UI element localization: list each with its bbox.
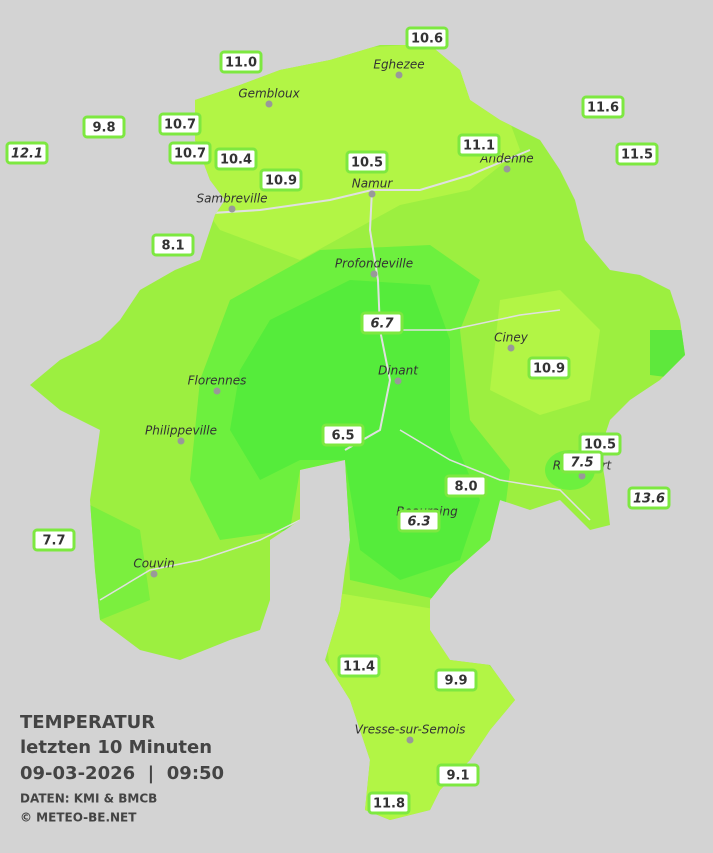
city-dot [177,437,185,445]
city-label: Sambreville [196,192,267,206]
station-value: 11.6 [587,101,619,116]
station-value: 6.3 [407,515,430,530]
city-dot [228,205,236,213]
city-label: Ciney [494,331,529,345]
station-box [151,233,195,257]
station-box [214,147,258,171]
city-label: Vresse-sur-Semois [355,723,466,737]
city-dot [265,100,273,108]
city-label: Eghezee [373,58,424,72]
station-value: 11.8 [373,797,405,812]
city-dot [368,190,376,198]
station-value: 10.9 [265,174,297,189]
source: DATEN: KMI & BMCB [20,792,157,806]
city-dot [507,344,515,352]
city-label: Florennes [188,374,247,388]
station-value: 10.4 [220,153,252,168]
station-value: 6.7 [370,317,394,332]
city-label: Profondeville [335,257,413,271]
title: TEMPERATUR [20,712,155,733]
station-value: 10.5 [584,438,616,453]
station-value: 10.5 [351,156,383,171]
station-value: 8.0 [454,480,477,495]
station-layer: 10.6 11.0 9.8 10.7 10.7 10.4 10.9 10.5 11.1 11.6 1… [5,26,671,815]
station-value: 6.5 [331,429,354,444]
city-dot [578,472,586,480]
station-box [560,450,604,474]
city-dot [394,377,402,385]
station-value: 9.9 [444,674,467,689]
station-box [5,141,49,165]
city-label: Dinant [378,364,419,378]
station-box [581,95,625,119]
station-box [367,791,411,815]
station-value: 10.7 [174,147,206,162]
city-dot [503,165,511,173]
city-label: Gembloux [238,87,300,101]
city-dot [395,71,403,79]
station-box [444,474,488,498]
station-value: 11.5 [621,148,653,163]
station-box [168,141,212,165]
station-box [397,509,441,533]
station-value: 10.7 [164,118,196,133]
station-box [434,668,478,692]
station-box [405,26,449,50]
station-box [259,168,303,192]
city-label: Philippeville [145,424,217,438]
station-box [436,763,480,787]
city-label: Couvin [133,557,174,571]
station-value: 8.1 [161,239,184,254]
city-dot [406,736,414,744]
city-dot [370,270,378,278]
station-value: 7.5 [570,456,593,471]
station-box [158,112,202,136]
station-value: 11.4 [343,660,375,675]
station-value: 10.9 [533,362,565,377]
station-box [219,50,263,74]
timestamp: 09-03-2026 | 09:50 [20,763,224,784]
station-value: 11.1 [463,139,495,154]
station-box [82,115,126,139]
station-value: 7.7 [42,534,65,549]
station-value: 11.0 [225,56,257,71]
station-value: 9.8 [92,121,115,136]
station-box [345,150,389,174]
copyright: © METEO-BE.NET [20,811,137,825]
station-box [337,654,381,678]
station-value: 10.6 [411,32,443,47]
city-label: Namur [352,177,394,191]
station-box [457,133,501,157]
station-box [321,423,365,447]
city-dot [150,570,158,578]
city-dot [213,387,221,395]
station-box [627,486,671,510]
subtitle: letzten 10 Minuten [20,737,212,758]
station-box [615,142,659,166]
station-box [32,528,76,552]
station-value: 13.6 [633,492,665,507]
station-box [360,311,404,335]
station-value: 9.1 [446,769,469,784]
station-box [527,356,571,380]
station-value: 12.1 [11,147,43,162]
